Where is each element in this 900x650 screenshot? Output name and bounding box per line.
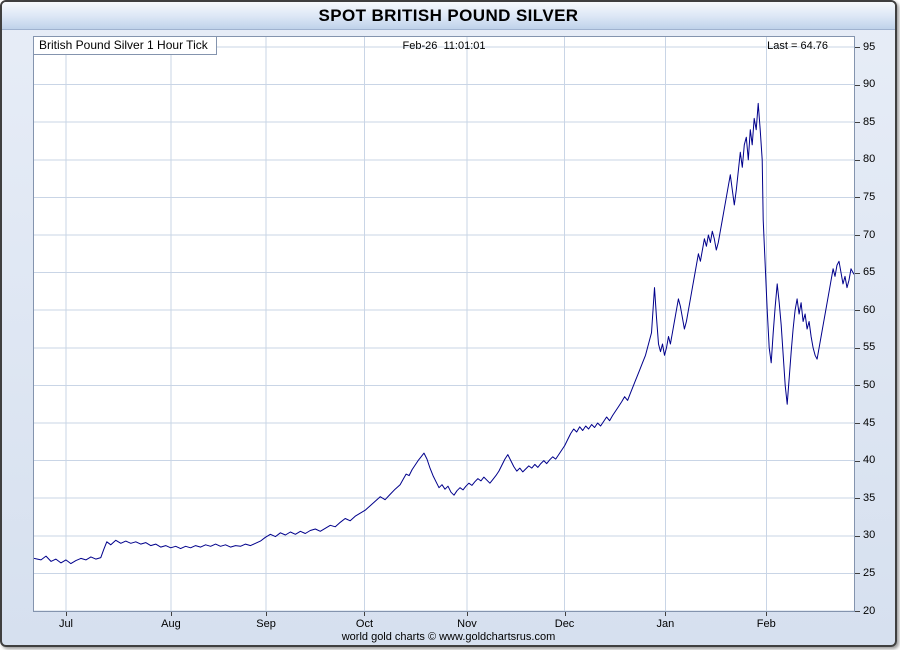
x-axis-tick xyxy=(65,612,67,616)
y-axis-label: 40 xyxy=(863,454,876,467)
y-axis-label: 35 xyxy=(863,491,876,504)
y-axis-label: 55 xyxy=(863,341,876,354)
y-axis-tick xyxy=(855,385,860,387)
y-axis-tick xyxy=(855,498,860,500)
x-axis-tick xyxy=(266,612,268,616)
y-axis-tick xyxy=(855,122,860,124)
y-axis-label: 45 xyxy=(863,416,876,429)
y-axis-tick xyxy=(855,84,860,86)
timestamp-label: Feb-26 11:01:01 xyxy=(402,40,486,52)
page-title: SPOT BRITISH POUND SILVER xyxy=(2,2,895,30)
y-axis-label: 90 xyxy=(863,78,876,91)
last-value-label: Last = 64.76 xyxy=(767,40,828,52)
y-axis-label: 95 xyxy=(863,40,876,53)
y-axis-label: 50 xyxy=(863,378,876,391)
y-axis-tick xyxy=(855,235,860,236)
y-axis-label: 60 xyxy=(863,303,876,316)
y-axis-tick xyxy=(855,611,860,612)
y-axis-label: 30 xyxy=(863,529,876,542)
y-axis-label: 65 xyxy=(863,266,876,279)
y-axis-tick xyxy=(855,423,860,424)
x-axis-label: Jan xyxy=(656,618,675,630)
y-axis-tick xyxy=(855,272,860,274)
x-axis-label: Aug xyxy=(161,618,181,630)
x-axis-label: Nov xyxy=(457,618,477,630)
y-axis-tick xyxy=(855,197,860,199)
price-line xyxy=(34,102,854,565)
y-axis-tick xyxy=(855,573,860,575)
x-axis-label: Oct xyxy=(355,618,374,630)
x-axis-tick xyxy=(170,612,172,616)
x-axis-label: Sep xyxy=(256,618,276,630)
y-axis-tick xyxy=(855,47,860,48)
y-axis-label: 70 xyxy=(863,228,876,241)
x-axis-tick xyxy=(665,612,667,616)
x-axis-label: Dec xyxy=(554,618,575,630)
y-axis-tick xyxy=(855,310,860,312)
x-axis-label: Feb xyxy=(756,618,776,630)
x-axis-tick xyxy=(564,612,566,616)
x-axis-tick xyxy=(466,612,468,616)
y-axis-label: 20 xyxy=(863,604,876,617)
y-axis-tick xyxy=(855,460,860,462)
x-axis-tick xyxy=(364,612,366,616)
y-axis-label: 25 xyxy=(863,566,876,579)
x-axis-tick xyxy=(766,612,768,616)
y-axis-tick xyxy=(855,535,860,537)
price-line-chart xyxy=(34,37,854,611)
y-axis-tick xyxy=(855,347,860,349)
y-axis-label: 85 xyxy=(863,115,876,128)
x-axis-label: Jul xyxy=(58,618,73,630)
chart-plot-area: British Pound Silver 1 Hour Tick Feb-26 … xyxy=(33,36,855,612)
y-axis-label: 75 xyxy=(863,190,876,203)
series-label: British Pound Silver 1 Hour Tick xyxy=(33,36,217,55)
y-axis-tick xyxy=(855,159,860,161)
footer-credit: world gold charts © www.goldchartsrus.co… xyxy=(341,631,556,643)
y-axis-label: 80 xyxy=(863,153,876,166)
